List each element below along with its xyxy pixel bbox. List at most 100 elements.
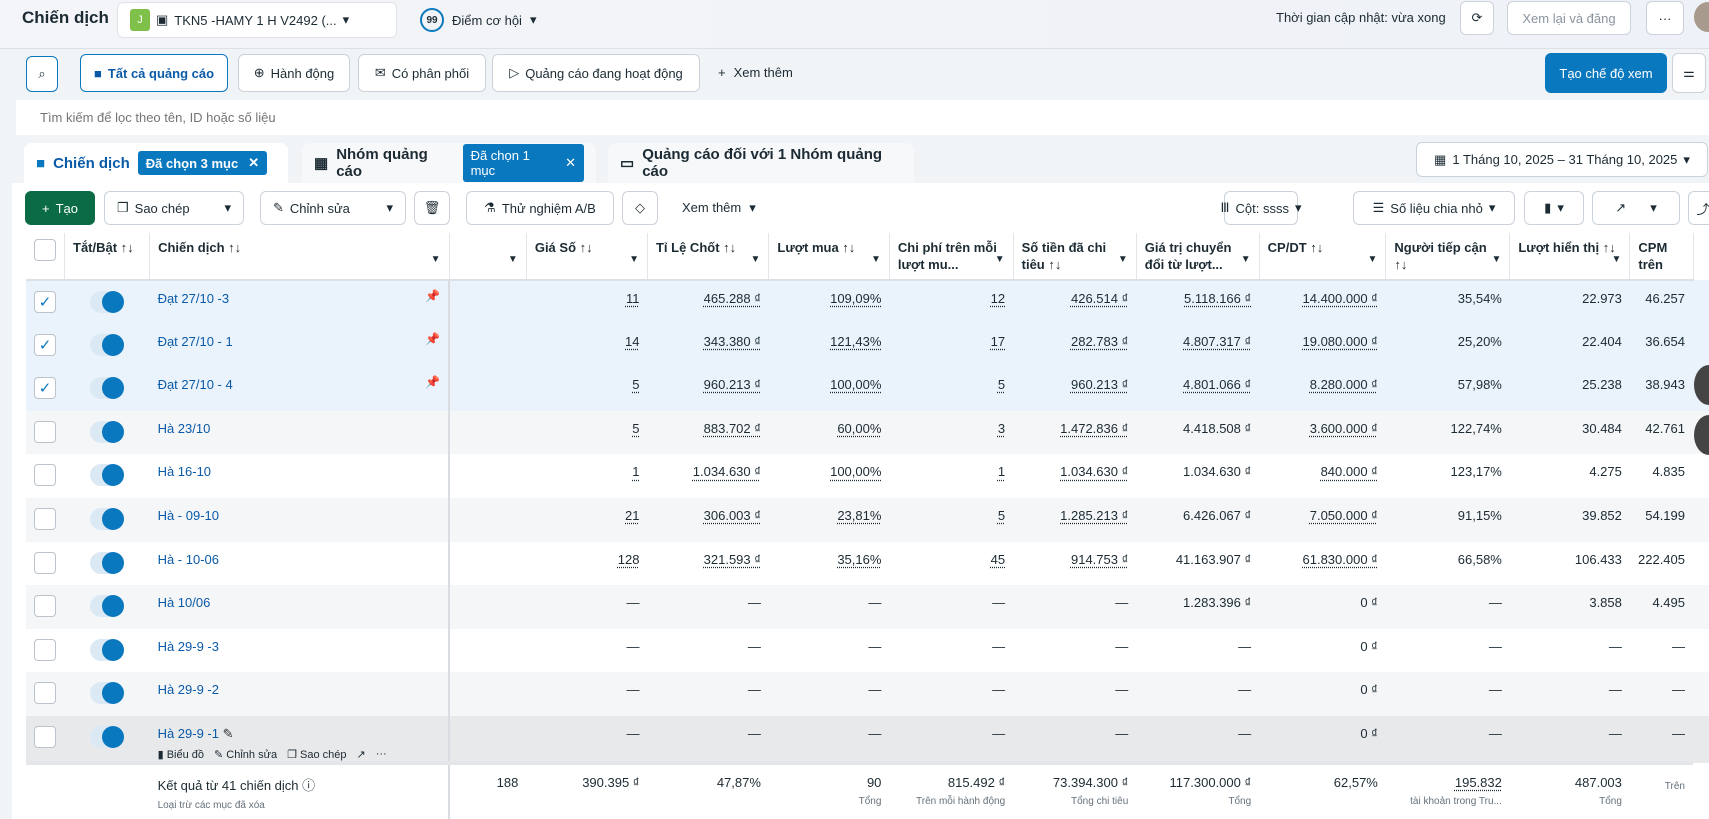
campaign-name-link[interactable]: Hà - 10-06 <box>157 551 219 567</box>
cell-value[interactable]: 21 <box>625 507 640 523</box>
row-checkbox[interactable]: ✓ <box>34 377 56 400</box>
cell-value[interactable]: 5 <box>632 420 640 436</box>
pin-icon[interactable]: 📌 <box>425 331 441 346</box>
close-icon[interactable]: ✕ <box>248 155 260 170</box>
row-checkbox[interactable]: ✓ <box>34 333 56 356</box>
cell-value[interactable]: 306.003 ₫ <box>703 507 761 523</box>
table-row[interactable]: Hà 23/10 5 883.702 ₫ 60,00% 3 1.472.836 ₫ 4.41… <box>26 410 1709 455</box>
filter-see-more[interactable]: + Xem thêm <box>718 65 793 80</box>
cell-value[interactable]: 1.285.213 ₫ <box>1060 507 1129 523</box>
row-checkbox[interactable] <box>34 551 56 574</box>
campaign-name-link[interactable]: Đạt 27/10 - 1 <box>157 333 233 349</box>
cell-value[interactable]: 960.213 ₫ <box>703 377 761 393</box>
cell-value[interactable]: 426.514 ₫ <box>1070 291 1129 306</box>
tab-ad-sets[interactable]: ▦ Nhóm quảng cáo Đã chọn 1 mục ✕ <box>302 143 596 183</box>
search-input[interactable] <box>16 100 1709 135</box>
column-header[interactable]: Lượt mua ↑↓ ▼ <box>768 233 890 281</box>
checkbox[interactable] <box>34 239 56 261</box>
caret-down-icon[interactable]: ▼ <box>1367 254 1378 265</box>
cell-value[interactable]: 883.702 ₫ <box>703 420 761 436</box>
info-icon[interactable]: ⓘ <box>302 777 316 793</box>
export-button[interactable]: ↗ ▾ <box>1592 191 1680 225</box>
toolbar-see-more[interactable]: Xem thêm ▾ <box>682 200 756 216</box>
cell-value[interactable]: 121,43% <box>830 333 882 349</box>
row-checkbox[interactable] <box>34 725 56 748</box>
cell-value[interactable]: 1 <box>997 464 1006 480</box>
campaign-name-link[interactable]: Hà 16-10 <box>157 464 212 480</box>
cell-value[interactable]: 60,00% <box>837 420 882 436</box>
campaign-name-link[interactable]: Hà 29-9 -1 <box>157 725 219 741</box>
campaign-name-link[interactable]: Hà 29-9 -2 <box>157 682 219 698</box>
cell-value[interactable]: 5 <box>632 377 640 393</box>
caret-down-icon[interactable]: ▼ <box>629 254 639 265</box>
cell-value[interactable]: 45 <box>990 551 1006 567</box>
cell-value[interactable]: 23,81% <box>837 507 882 523</box>
search-bar[interactable] <box>16 100 1709 135</box>
row-checkbox[interactable] <box>34 638 56 661</box>
table-row[interactable]: Hà 29-9 -2 — — — — — — 0 ₫ — — — <box>26 672 1709 716</box>
cell-value[interactable]: 4.801.066 ₫ <box>1183 377 1252 393</box>
on-off-toggle[interactable] <box>90 682 125 705</box>
column-header[interactable]: ▼ <box>449 233 527 281</box>
ab-test-button[interactable]: ⚗ Thử nghiệm A/B <box>466 191 614 225</box>
column-header[interactable]: Chi phí trên mỗi lượt mu... ▼ <box>889 233 1014 281</box>
column-header[interactable]: Tỉ Lệ Chốt ↑↓ ▼ <box>647 233 770 281</box>
pin-icon[interactable]: 📌 <box>425 289 441 303</box>
open-icon[interactable]: ↗ <box>356 748 366 761</box>
cell-value[interactable]: 14.400.000 ₫ <box>1302 291 1378 306</box>
campaign-name-link[interactable]: Đạt 27/10 -3 <box>157 291 230 306</box>
cell-value[interactable]: 14 <box>625 333 640 349</box>
account-selector[interactable]: J ▣ TKN5 -HAMY 1 H V2492 (... ▾ <box>117 2 397 38</box>
column-header[interactable]: Người tiếp cận ↑↓ ▼ <box>1385 233 1511 281</box>
table-row[interactable]: Hà 16-10 1 1.034.630 ₫ 100,00% 1 1.034.630 ₫ 1… <box>26 454 1709 498</box>
create-view-button[interactable]: Tạo chế độ xem <box>1545 53 1667 93</box>
on-off-toggle[interactable] <box>90 377 125 400</box>
chevron-down-icon[interactable]: ▾ <box>386 200 393 215</box>
on-off-toggle[interactable] <box>90 420 125 443</box>
cell-value[interactable]: 8.280.000 ₫ <box>1309 377 1378 393</box>
column-header[interactable]: CP/DT ↑↓ ▼ <box>1259 233 1387 281</box>
caret-down-icon[interactable]: ▼ <box>750 254 761 265</box>
more-icon[interactable]: ··· <box>375 747 387 760</box>
cell-value[interactable]: 17 <box>990 333 1006 349</box>
row-checkbox[interactable] <box>34 420 56 443</box>
tab-campaigns[interactable]: ■ Chiến dịch Đã chọn 3 mục ✕ <box>24 143 288 183</box>
review-publish-button[interactable]: Xem lại và đăng <box>1507 1 1631 35</box>
cell-value[interactable]: 960.213 ₫ <box>1070 377 1129 393</box>
column-header[interactable]: Giá trị chuyển đổi từ lượt... ▼ <box>1136 233 1260 281</box>
cell-value[interactable]: 282.783 ₫ <box>1070 333 1129 349</box>
filter-delivery[interactable]: ✉ Có phân phối <box>358 54 486 92</box>
cell-value[interactable]: 7.050.000 ₫ <box>1309 507 1378 523</box>
caret-down-icon[interactable]: ▼ <box>507 254 518 265</box>
cell-value[interactable]: 19.080.000 ₫ <box>1302 333 1378 349</box>
settings-sliders-button[interactable]: ⚌ <box>1672 53 1706 93</box>
row-action-copy[interactable]: ❐ Sao chép <box>287 748 346 761</box>
cell-value[interactable]: 11 <box>625 291 640 306</box>
search-button[interactable]: ⌕ <box>26 56 58 92</box>
table-row[interactable]: ✓ Đạt 27/10 - 1 📌 14 343.380 ₫ 121,43% 17 282.7… <box>26 323 1709 368</box>
refresh-button[interactable]: ⟳ <box>1460 1 1494 35</box>
pencil-icon[interactable]: ✎ <box>222 725 234 741</box>
select-all[interactable] <box>26 233 65 281</box>
selected-chip[interactable]: Đã chọn 3 mục ✕ <box>137 151 268 175</box>
on-off-toggle[interactable] <box>90 551 125 574</box>
breakdown-button[interactable]: ☰ Số liệu chia nhỏ ▾ <box>1353 191 1515 225</box>
caret-down-icon[interactable]: ▼ <box>1117 254 1128 265</box>
cell-value[interactable]: 321.593 ₫ <box>703 551 761 567</box>
create-button[interactable]: + Tạo <box>25 191 95 225</box>
copy-button[interactable]: ❐ Sao chép ▾ <box>104 191 244 225</box>
cell-value[interactable]: 1.472.836 ₫ <box>1060 420 1129 436</box>
cell-value[interactable]: 1.034.630 ₫ <box>1060 464 1129 480</box>
edit-button[interactable]: ✎ Chỉnh sửa ▾ <box>260 191 406 225</box>
more-button[interactable]: ··· <box>1646 1 1684 35</box>
cell-value[interactable]: 109,09% <box>830 291 882 306</box>
selected-chip[interactable]: Đã chọn 1 mục ✕ <box>462 144 584 182</box>
cell-value[interactable]: 35,16% <box>837 551 882 567</box>
column-header[interactable]: Chiến dịch ↑↓ ▼ <box>149 233 450 281</box>
cell-value[interactable]: 12 <box>990 291 1006 306</box>
cell-value[interactable]: 100,00% <box>830 377 882 393</box>
on-off-toggle[interactable] <box>90 725 125 748</box>
opportunity-score[interactable]: 99 Điểm cơ hội ▾ <box>420 8 536 32</box>
tag-button[interactable]: ◇ <box>622 191 658 225</box>
tab-ads[interactable]: ▭ Quảng cáo đối với 1 Nhóm quảng cáo <box>608 143 914 183</box>
